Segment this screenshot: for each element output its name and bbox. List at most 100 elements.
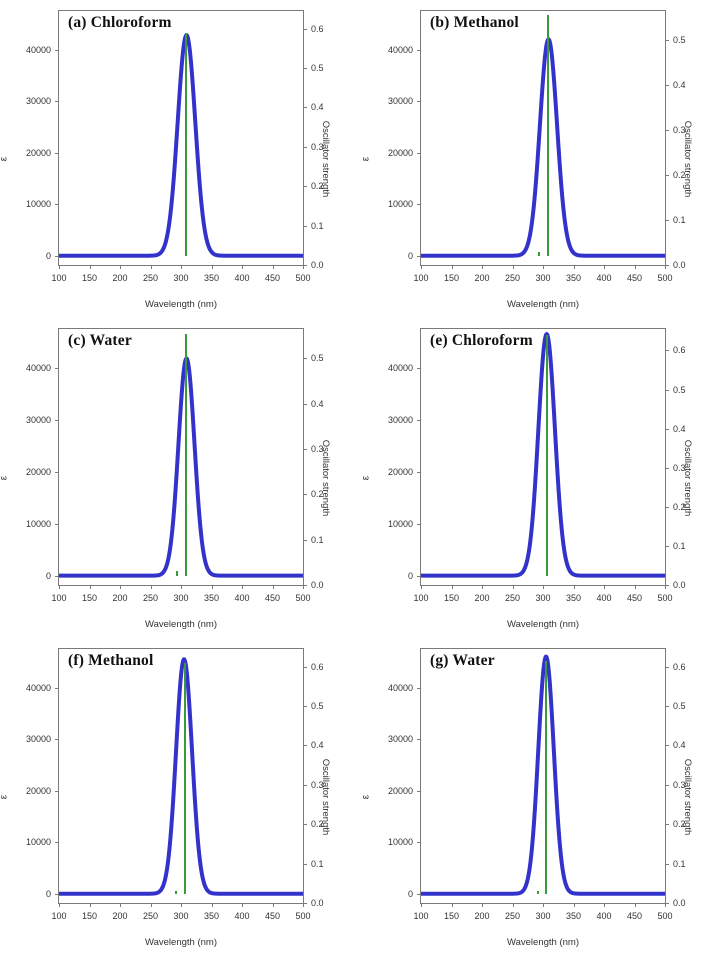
x-tick-label-300: 300 (173, 273, 189, 283)
y-tick-label-right-0_1: 0.1 (311, 534, 324, 545)
y-axis-label-left-e: ε (360, 475, 372, 481)
x-tick-400 (242, 265, 243, 269)
x-axis-label-b: Wavelength (nm) (507, 299, 579, 310)
y-tick-right-0_4 (665, 85, 669, 87)
x-tick-400 (604, 903, 605, 907)
y-tick-right-0_4 (665, 745, 669, 747)
y-tick-label-right-0_5: 0.5 (673, 701, 686, 712)
x-tick-500 (665, 903, 666, 907)
y-tick-label-left-10000: 10000 (25, 837, 51, 848)
y-tick-label-right-0_4: 0.4 (311, 740, 324, 751)
x-tick-350 (573, 585, 575, 589)
oscillator-stick-b-0 (537, 252, 540, 256)
y-tick-label-right-0_3: 0.3 (311, 779, 324, 790)
y-tick-right-0 (303, 903, 307, 904)
x-tick-100 (421, 903, 422, 907)
x-tick-label-500: 500 (657, 273, 673, 283)
y-tick-right-0_3 (665, 467, 669, 469)
y-tick-label-left-20000: 20000 (387, 147, 413, 158)
y-tick-label-right-0_2: 0.2 (311, 489, 324, 500)
y-axis-label-left-c: ε (0, 476, 10, 480)
y-tick-left-10000 (55, 842, 59, 844)
y-tick-right-0_6 (303, 666, 307, 668)
x-tick-350 (211, 903, 213, 907)
y-tick-right-0_5 (303, 706, 307, 708)
panel-title-g: (g) Water (430, 652, 495, 669)
x-axis-label-g: Wavelength (nm) (507, 937, 579, 948)
x-tick-250 (150, 903, 152, 907)
y-tick-left-0 (55, 255, 59, 257)
absorption-curve-c (59, 329, 303, 585)
x-tick-300 (543, 585, 544, 589)
x-tick-label-200: 200 (474, 273, 490, 283)
y-tick-right-0_3 (303, 449, 307, 451)
y-tick-label-left-10000: 10000 (25, 518, 51, 529)
y-tick-label-right-0: 0.0 (311, 580, 324, 590)
x-tick-250 (512, 265, 514, 269)
absorption-curve-e (421, 329, 665, 585)
y-tick-label-right-0_1: 0.1 (311, 858, 324, 869)
panel-b: (b) Methanol ε Oscillator strength Waveleng… (360, 0, 724, 318)
x-tick-250 (150, 585, 152, 589)
x-tick-label-250: 250 (142, 911, 159, 921)
x-tick-label-100: 100 (51, 273, 67, 283)
y-axis-label-left-a: ε (0, 157, 10, 161)
x-tick-150 (89, 585, 91, 589)
x-tick-label-300: 300 (173, 911, 189, 921)
x-tick-label-100: 100 (413, 273, 429, 283)
plot-area-g: 100 150 200 250 300 350 400 450 500 0 10000 20000 30… (388, 648, 686, 921)
y-tick-label-right-0: 0.0 (673, 898, 686, 908)
y-tick-right-0_4 (665, 428, 669, 430)
y-tick-left-20000 (417, 790, 421, 792)
y-tick-right-0_5 (303, 358, 307, 360)
y-tick-right-0_2 (303, 186, 307, 188)
x-tick-label-100: 100 (51, 593, 67, 603)
y-tick-label-right-0: 0.0 (311, 260, 324, 270)
y-tick-label-left-30000: 30000 (25, 96, 51, 107)
x-tick-label-350: 350 (565, 911, 582, 921)
y-tick-label-left-40000: 40000 (25, 362, 51, 373)
y-tick-label-right-0_2: 0.2 (673, 819, 686, 830)
x-tick-400 (242, 585, 243, 589)
plot-area-b: 100 150 200 250 300 350 400 450 500 0 10000 20000 30… (388, 10, 686, 283)
x-tick-label-500: 500 (295, 273, 311, 283)
y-tick-label-right-0_4: 0.4 (673, 423, 686, 434)
x-axis-label-f: Wavelength (nm) (145, 937, 217, 948)
y-tick-left-0 (417, 255, 421, 257)
y-tick-label-right-0_6: 0.6 (673, 345, 686, 356)
y-tick-right-0 (303, 585, 307, 586)
y-tick-label-left-20000: 20000 (25, 466, 51, 477)
x-tick-label-200: 200 (474, 593, 490, 603)
panel-title-a: (a) Chloroform (68, 14, 172, 31)
x-tick-label-450: 450 (626, 911, 643, 921)
y-tick-label-right-0_2: 0.2 (673, 501, 686, 512)
y-tick-label-right-0_2: 0.2 (311, 819, 324, 830)
absorption-curve-b (421, 11, 665, 265)
y-tick-label-right-0: 0.0 (673, 260, 686, 270)
y-tick-right-0_1 (665, 545, 669, 547)
y-tick-right-0_5 (665, 706, 669, 708)
y-tick-left-40000 (55, 49, 59, 51)
oscillator-stick-a-1 (185, 32, 188, 256)
y-tick-label-left-10000: 10000 (387, 199, 413, 210)
y-tick-left-0 (55, 893, 59, 895)
x-tick-100 (59, 903, 60, 907)
x-tick-label-250: 250 (504, 593, 521, 603)
y-tick-label-left-10000: 10000 (25, 199, 51, 210)
y-axis-label-left-b: ε (360, 156, 372, 162)
x-tick-label-400: 400 (596, 273, 612, 283)
y-tick-label-left-20000: 20000 (387, 466, 413, 477)
absorption-curve-f (59, 649, 303, 903)
y-tick-right-0 (303, 265, 307, 266)
x-tick-label-250: 250 (504, 911, 521, 921)
plot-area-e: 100 150 200 250 300 350 400 450 500 0 10000 20000 30… (388, 328, 686, 603)
y-tick-right-0_3 (303, 146, 307, 148)
y-tick-right-0_2 (303, 494, 307, 496)
y-tick-left-30000 (417, 739, 421, 741)
x-tick-label-450: 450 (264, 593, 281, 603)
x-tick-label-200: 200 (474, 911, 490, 921)
x-tick-450 (272, 265, 274, 269)
x-tick-400 (604, 265, 605, 269)
y-tick-label-right-0_2: 0.2 (311, 181, 324, 192)
